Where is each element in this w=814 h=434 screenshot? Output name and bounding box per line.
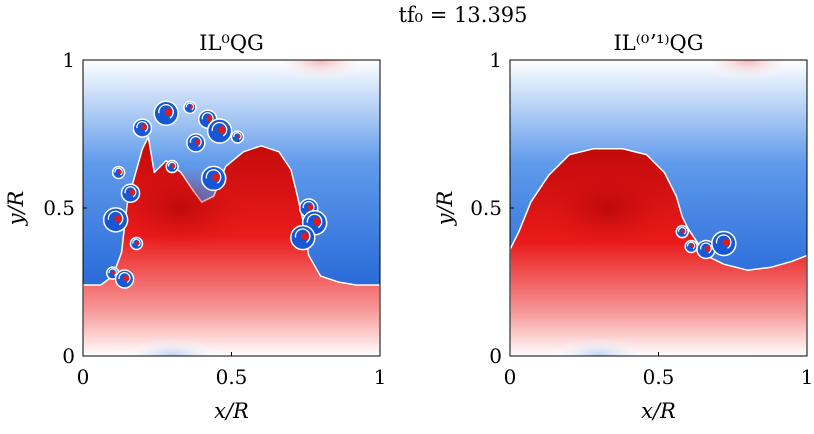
x-tick-label: 0.5 bbox=[643, 365, 675, 389]
y-tick-label: 1 bbox=[62, 48, 75, 72]
positive-core bbox=[542, 166, 674, 250]
heatmap-field bbox=[510, 60, 807, 356]
panel-1: 0 0.5 1 0 0.5 1 x/R y/R IL⁰QG bbox=[4, 31, 386, 423]
x-tick-label: 0 bbox=[77, 365, 90, 389]
panel-title: IL⁰QG bbox=[199, 31, 264, 55]
y-axis-label: y/R bbox=[433, 190, 457, 226]
eddy bbox=[132, 118, 153, 138]
eddy bbox=[183, 100, 197, 115]
positive-patch-top bbox=[273, 60, 369, 81]
panel-2: 0 0.5 1 0 0.5 1 x/R y/R IL⁽⁰ʼ¹⁾QG bbox=[433, 31, 813, 423]
eddy bbox=[206, 118, 233, 144]
eddy bbox=[120, 183, 141, 203]
negative-patch-bottom bbox=[121, 338, 223, 356]
x-tick-label: 1 bbox=[801, 365, 814, 389]
negative-patch-bottom bbox=[548, 338, 650, 356]
y-tick-label: 0 bbox=[62, 344, 75, 368]
y-tick-label: 0 bbox=[489, 344, 502, 368]
y-axis-label: y/R bbox=[4, 190, 28, 226]
eddy bbox=[230, 130, 245, 144]
eddy bbox=[102, 207, 129, 233]
y-tick-label: 0.5 bbox=[470, 196, 502, 220]
x-tick-label: 1 bbox=[374, 365, 387, 389]
x-tick-label: 0.5 bbox=[216, 365, 248, 389]
eddy bbox=[200, 165, 227, 192]
eddy bbox=[675, 224, 690, 239]
eddy bbox=[684, 239, 698, 254]
eddy bbox=[290, 224, 316, 251]
eddy bbox=[111, 165, 126, 180]
positive-patch-top bbox=[700, 60, 796, 81]
heatmap-field bbox=[83, 60, 380, 356]
eddy bbox=[711, 230, 737, 257]
eddy bbox=[114, 269, 135, 289]
y-tick-label: 1 bbox=[489, 48, 502, 72]
x-axis-label: x/R bbox=[214, 399, 249, 423]
y-tick-label: 0.5 bbox=[43, 196, 75, 220]
x-axis-label: x/R bbox=[641, 399, 676, 423]
panel-title: IL⁽⁰ʼ¹⁾QG bbox=[613, 31, 703, 55]
figure-suptitle: tf₀ = 13.395 bbox=[398, 3, 527, 27]
eddy bbox=[129, 236, 144, 251]
eddy bbox=[153, 100, 179, 127]
x-tick-label: 0 bbox=[504, 365, 517, 389]
eddy bbox=[186, 133, 206, 153]
eddy bbox=[165, 159, 179, 174]
